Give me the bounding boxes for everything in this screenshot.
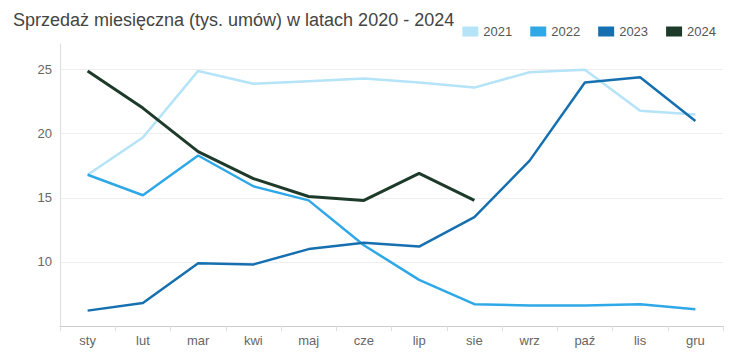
svg-text:2022: 2022 [551,24,580,39]
svg-text:2024: 2024 [687,24,716,39]
svg-text:mar: mar [187,333,210,348]
svg-text:2023: 2023 [619,24,648,39]
svg-text:2021: 2021 [483,24,512,39]
svg-text:15: 15 [38,190,52,205]
svg-text:lip: lip [413,333,426,348]
svg-text:20: 20 [38,126,52,141]
svg-text:lis: lis [634,333,647,348]
svg-text:25: 25 [38,62,52,77]
svg-text:maj: maj [298,333,319,348]
svg-text:lut: lut [136,333,150,348]
svg-text:kwi: kwi [244,333,263,348]
svg-text:paź: paź [574,333,595,348]
svg-text:sty: sty [79,333,96,348]
svg-text:cze: cze [354,333,374,348]
svg-text:Sprzedaż miesięczna (tys. umów: Sprzedaż miesięczna (tys. umów) w latach… [13,10,454,30]
svg-text:10: 10 [38,254,52,269]
svg-text:wrz: wrz [519,333,540,348]
svg-text:gru: gru [686,333,705,348]
svg-text:sie: sie [466,333,483,348]
